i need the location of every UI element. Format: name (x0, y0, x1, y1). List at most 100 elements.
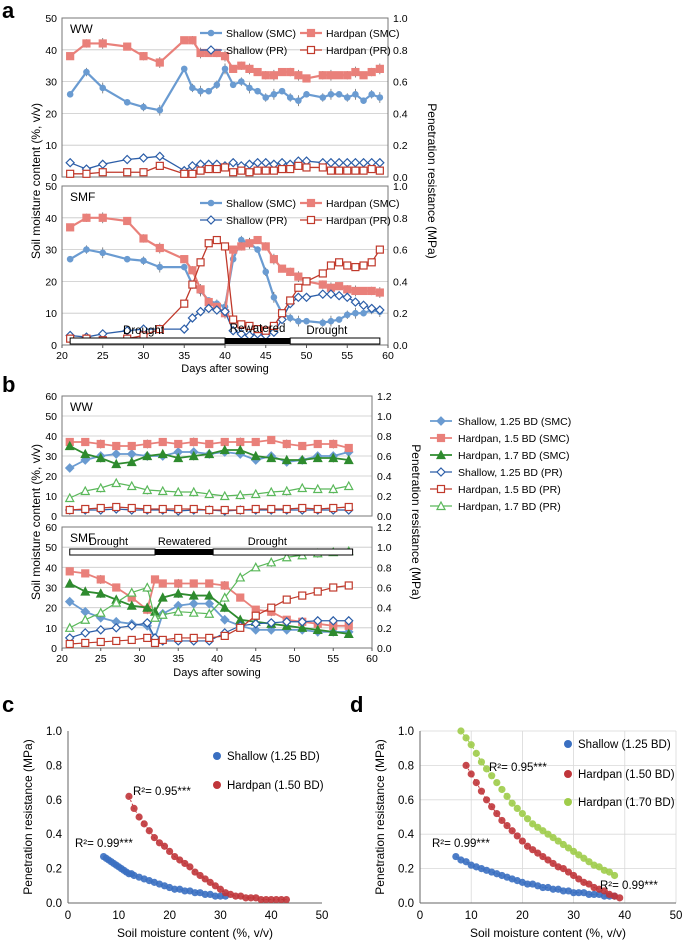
legend-label: Hardpan (1.50 BD) (227, 780, 324, 792)
bar-label: Drought (123, 325, 165, 337)
data-point (220, 437, 229, 447)
data-point (142, 617, 153, 628)
data-point (293, 292, 304, 303)
data-point (126, 587, 137, 597)
data-point (375, 245, 384, 254)
data-point (352, 91, 359, 98)
data-point (173, 606, 184, 616)
data-point (503, 792, 511, 800)
data-point (262, 268, 270, 276)
data-point (360, 97, 367, 104)
data-point (80, 628, 91, 638)
drought-bar (289, 337, 381, 345)
data-point (529, 820, 537, 828)
data-point (216, 892, 224, 900)
data-point (150, 638, 160, 648)
x-tick-label: 40 (219, 350, 231, 362)
y2-tick-label: 0.8 (393, 45, 408, 57)
x-tick-label: 0 (65, 910, 71, 922)
data-point (343, 261, 352, 270)
data-point (196, 871, 204, 880)
data-point (180, 299, 189, 308)
data-point (376, 94, 384, 101)
legend-marker (206, 215, 216, 225)
data-point (111, 458, 122, 469)
data-point (554, 837, 562, 845)
data-point (195, 306, 206, 317)
data-point (180, 255, 189, 264)
data-point (150, 834, 158, 842)
data-point (294, 283, 303, 292)
data-point (251, 437, 260, 447)
data-point (188, 266, 197, 275)
data-point (518, 837, 527, 845)
data-point (65, 157, 75, 168)
data-point (96, 439, 105, 449)
data-point (81, 638, 90, 648)
y2-tick-label: 0.6 (377, 583, 392, 595)
data-point (65, 505, 74, 515)
y-tick-label: 10 (45, 623, 57, 635)
data-point (482, 765, 491, 773)
data-point (298, 441, 307, 451)
data-point (343, 285, 352, 294)
data-point (80, 614, 91, 624)
y-tick-label: 0.2 (46, 864, 62, 876)
data-point (302, 163, 311, 172)
data-point (236, 623, 245, 632)
data-point (286, 67, 295, 77)
data-point (295, 97, 302, 104)
data-point (205, 87, 212, 95)
data-point (585, 858, 593, 866)
data-point (312, 452, 323, 463)
data-point (237, 166, 246, 175)
data-point (360, 309, 367, 317)
data-point (139, 52, 148, 61)
y-tick-label: 0.2 (398, 864, 414, 876)
data-point (98, 213, 107, 222)
data-point (158, 579, 167, 588)
data-point (266, 557, 277, 567)
data-point (66, 91, 74, 98)
bar-label: Drought (306, 325, 348, 337)
y-tick-label: 0 (51, 172, 57, 184)
legend-label: Hardpan (PR) (326, 215, 391, 227)
y-axis-label: Penetration resistance (MPa) (21, 739, 35, 894)
data-point (498, 816, 506, 825)
x-tick-label: 20 (516, 910, 529, 922)
data-point (564, 868, 573, 876)
data-point (329, 503, 338, 513)
data-point (335, 282, 344, 291)
data-point (228, 157, 238, 168)
data-point (156, 106, 164, 114)
data-point (204, 239, 213, 248)
data-point (534, 823, 542, 831)
data-point (312, 615, 323, 626)
data-point (266, 617, 277, 628)
data-point (173, 486, 184, 497)
data-point (250, 488, 261, 499)
data-point (189, 84, 196, 92)
data-point (328, 626, 339, 636)
x-tick-label: 60 (382, 350, 394, 362)
data-point (508, 799, 516, 807)
data-point (366, 303, 377, 314)
data-point (143, 439, 152, 449)
data-point (189, 504, 198, 514)
y-tick-label: 20 (45, 276, 57, 288)
data-point (216, 885, 224, 893)
data-point (83, 246, 90, 253)
data-point (575, 889, 583, 897)
data-point (95, 482, 106, 493)
x-axis-label: Days after sowing (181, 363, 268, 375)
data-point (260, 157, 271, 168)
data-point (328, 483, 339, 494)
y2-tick-label: 0.8 (377, 562, 392, 574)
data-point (244, 159, 255, 170)
data-point (180, 36, 189, 45)
data-point (498, 785, 506, 794)
data-point (95, 607, 106, 617)
data-point (585, 880, 593, 888)
data-point (188, 280, 197, 289)
